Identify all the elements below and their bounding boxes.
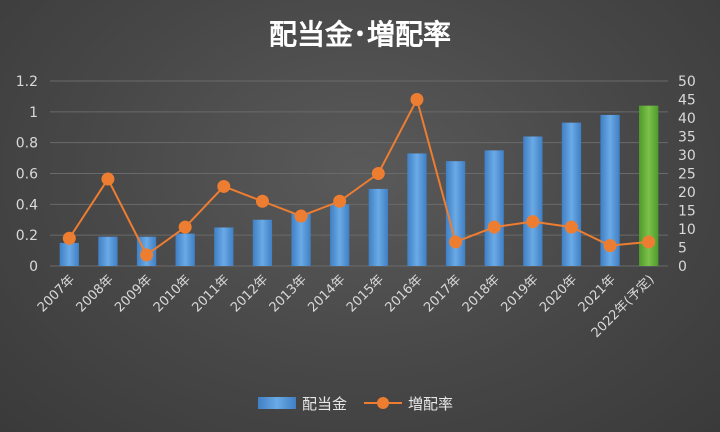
- x-tick-label: 2012年: [228, 272, 271, 315]
- legend-label-growth: 増配率: [408, 395, 453, 413]
- growth-rate-point: [526, 215, 540, 229]
- x-tick-label: 2013年: [267, 272, 310, 315]
- growth-rate-point: [603, 239, 617, 253]
- x-tick-label: 2009年: [112, 272, 155, 315]
- legend-swatch-growth-marker: [377, 397, 389, 409]
- x-axis: 2007年2008年2009年2010年2011年2012年2013年2014年…: [35, 272, 658, 341]
- bar-dividend: [561, 122, 582, 266]
- growth-rate-point: [449, 235, 463, 249]
- x-tick-label: 2018年: [460, 272, 503, 315]
- growth-rate-point: [294, 209, 308, 223]
- growth-rate-point: [217, 179, 231, 193]
- bar-dividend: [59, 242, 79, 266]
- x-tick-label: 2020年: [537, 272, 580, 315]
- bar-dividend-forecast: [639, 105, 659, 267]
- x-tick-label: 2014年: [305, 272, 348, 315]
- bar-dividend: [214, 227, 234, 266]
- legend-label-dividend: 配当金: [302, 395, 347, 413]
- y-right-tick-label: 0: [678, 259, 687, 275]
- y-left-tick-label: 0.8: [16, 136, 38, 152]
- y-left-tick-label: 0.4: [16, 197, 38, 213]
- chart-title: 配当金･増配率: [269, 18, 451, 51]
- y-left-tick-label: 1.2: [16, 74, 38, 90]
- x-tick-label: 2010年: [151, 272, 194, 315]
- bar-dividend: [600, 114, 620, 267]
- growth-rate-point: [255, 194, 269, 208]
- y-left-tick-label: 0.6: [16, 167, 38, 183]
- y-right-tick-label: 5: [678, 241, 687, 257]
- x-tick-label: 2016年: [383, 272, 426, 315]
- y-right-tick-label: 30: [678, 148, 696, 164]
- growth-rate-line: [68, 96, 649, 257]
- bar-dividend: [368, 188, 388, 266]
- y-right-tick-label: 20: [678, 185, 696, 201]
- x-tick-label: 2017年: [421, 272, 464, 315]
- x-tick-label: 2007年: [35, 272, 78, 315]
- line-series-growth-rate: [62, 93, 656, 262]
- growth-rate-point: [564, 220, 578, 234]
- y-right-tick-label: 50: [678, 74, 696, 90]
- y-right-tick-label: 10: [678, 222, 696, 238]
- legend-swatch-dividend: [258, 397, 296, 409]
- growth-rate-point: [371, 167, 385, 180]
- bar-dividend: [291, 213, 311, 266]
- y-left-tick-label: 1: [29, 105, 38, 121]
- legend: 配当金 増配率: [258, 395, 453, 413]
- gridlines: [50, 80, 668, 267]
- y-right-tick-label: 35: [678, 130, 696, 146]
- y-right-tick-label: 15: [678, 204, 696, 220]
- x-tick-label: 2008年: [74, 272, 117, 315]
- bar-dividend: [175, 233, 195, 266]
- bar-dividend: [523, 136, 543, 266]
- bar-dividend: [407, 153, 427, 266]
- growth-rate-point: [487, 220, 501, 234]
- x-tick-label: 2019年: [498, 272, 541, 315]
- bar-dividend: [252, 219, 273, 266]
- y-axis-left: 0 0.2 0.4 0.6 0.8 1 1.2: [16, 74, 38, 275]
- growth-rate-point: [101, 172, 115, 186]
- bar-dividend: [330, 204, 350, 266]
- x-tick-label: 2011年: [189, 272, 232, 315]
- growth-rate-point: [410, 93, 424, 106]
- growth-rate-point: [62, 231, 76, 245]
- growth-rate-point: [140, 248, 154, 262]
- bar-series-dividends: [59, 105, 659, 267]
- y-axis-right: 0 5 10 15 20 25 30 35 40 45 50: [678, 74, 696, 275]
- growth-rate-point: [333, 194, 347, 208]
- x-tick-label: 2015年: [344, 272, 387, 315]
- y-left-tick-label: 0.2: [16, 228, 38, 244]
- y-right-tick-label: 40: [678, 111, 696, 127]
- growth-rate-point: [178, 220, 192, 234]
- bar-dividend: [98, 236, 118, 266]
- y-left-tick-label: 0: [29, 259, 38, 275]
- y-right-tick-label: 45: [678, 93, 696, 109]
- bar-dividend: [484, 150, 504, 266]
- y-right-tick-label: 25: [678, 167, 696, 183]
- growth-rate-point: [642, 235, 656, 249]
